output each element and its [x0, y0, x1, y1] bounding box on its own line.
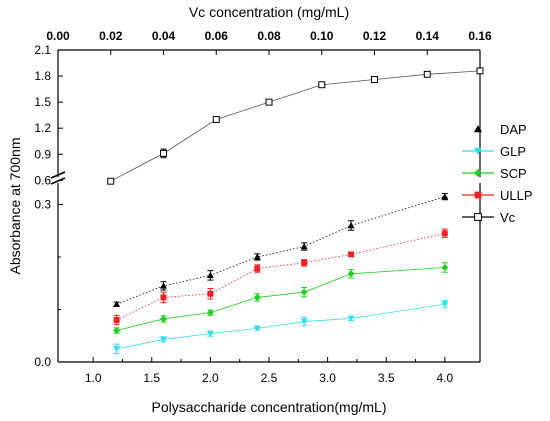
series-line-vc: [110, 70, 481, 182]
x-top-tick-label: 0.14: [416, 29, 440, 43]
legend-item-ullp: ULLP: [462, 188, 533, 203]
legend-item-glp: GLP: [462, 144, 526, 159]
x-top-tick-label: 0.16: [468, 29, 492, 43]
y-axis-title: Absorbance at 700nm: [7, 138, 23, 275]
x-top-tick-label: 0.00: [46, 29, 70, 43]
legend-marker-scp: [474, 169, 482, 177]
legend-marker-dap: [474, 125, 482, 133]
x-top-tick-label: 0.02: [99, 29, 123, 43]
legend-item-scp: SCP: [462, 166, 527, 181]
axis-break-mark-lower: [50, 177, 66, 185]
x-axis-title-bottom: Polysaccharide concentration(mg/mL): [152, 399, 387, 415]
data-point-dap: [160, 282, 167, 289]
data-point-dap: [113, 300, 121, 308]
x-top-tick-label: 0.08: [257, 29, 281, 43]
data-point-glp: [160, 336, 167, 343]
y-upper-tick-label: 1.5: [34, 95, 51, 109]
series-glp: [113, 300, 449, 355]
y-lower-tick-label: 0.0: [34, 355, 51, 369]
data-point-ullp: [207, 290, 214, 297]
data-point-scp: [253, 293, 261, 301]
series-dap: [113, 192, 449, 308]
data-point-glp: [347, 315, 355, 322]
x-bottom-tick-label: 3.0: [319, 371, 336, 385]
legend-label-scp: SCP: [500, 166, 527, 181]
data-point-ullp: [254, 265, 261, 272]
x-top-tick-label: 0.06: [205, 29, 229, 43]
series-vc: [107, 67, 484, 185]
data-point-ullp: [441, 230, 448, 237]
data-point-ullp: [113, 317, 120, 323]
legend: DAP GLP SCP ULLP Vc: [462, 122, 533, 225]
legend-marker-ullp: [474, 191, 482, 199]
legend-label-glp: GLP: [500, 144, 526, 159]
data-point-vc: [212, 116, 220, 123]
x-axis-title-top: Vc concentration (mg/mL): [189, 4, 349, 20]
data-point-dap: [253, 253, 261, 260]
x-bottom-tick-label: 3.5: [378, 371, 395, 385]
legend-item-vc: Vc: [462, 210, 516, 225]
data-point-scp: [441, 264, 449, 271]
x-bottom-tick-label: 1.5: [143, 371, 160, 385]
series-scp: [113, 262, 449, 334]
x-bottom-tick-label: 2.5: [261, 371, 278, 385]
x-bottom-tick-label: 2.0: [202, 371, 219, 385]
data-point-glp: [253, 325, 261, 332]
data-point-vc: [318, 81, 326, 89]
data-point-vc: [371, 76, 378, 84]
series-line-ullp: [116, 232, 445, 321]
data-point-ullp: [301, 259, 308, 266]
data-point-glp: [300, 318, 308, 326]
x-bottom-tick-label: 1.0: [85, 371, 102, 385]
data-point-scp: [300, 288, 308, 296]
data-point-glp: [441, 301, 449, 308]
axis-break-mark-upper: [50, 171, 66, 179]
y-upper-tick-label: 2.1: [34, 43, 51, 57]
legend-label-vc: Vc: [500, 210, 516, 225]
plot-series: [107, 67, 484, 355]
data-point-vc: [265, 98, 273, 106]
data-point-glp: [113, 346, 121, 353]
series-ullp: [113, 228, 448, 326]
y-upper-tick-label: 1.8: [34, 69, 51, 83]
data-point-dap: [206, 271, 214, 279]
data-point-vc: [423, 70, 431, 78]
data-point-ullp: [348, 251, 355, 258]
x-top-tick-label: 0.12: [363, 29, 387, 43]
legend-label-dap: DAP: [500, 122, 527, 137]
y-lower-tick-label: 0.3: [34, 198, 51, 212]
legend-marker-vc: [474, 213, 482, 221]
data-point-vc: [160, 149, 167, 157]
y-upper-tick-label: 1.2: [34, 121, 51, 135]
data-point-dap: [441, 193, 449, 200]
legend-label-ullp: ULLP: [500, 188, 533, 203]
data-point-ullp: [160, 294, 167, 301]
legend-marker-glp: [474, 147, 482, 155]
legend-item-dap: DAP: [474, 122, 527, 137]
data-point-scp: [160, 315, 167, 323]
data-point-scp: [206, 309, 214, 317]
x-bottom-tick-label: 4.0: [436, 371, 453, 385]
data-point-dap: [347, 222, 355, 229]
bottom-axis-ticks: 1.0 1.5 2.0 2.5 3.0 3.5 4.0: [85, 357, 453, 385]
data-point-vc: [107, 177, 115, 185]
x-top-tick-label: 0.04: [152, 29, 176, 43]
x-top-tick-label: 0.10: [310, 29, 334, 43]
data-point-scp: [113, 327, 121, 334]
left-axis-ticks: 0.0 0.3 0.6 0.9 1.2 1.5 1.8 2.1: [34, 43, 63, 369]
data-point-glp: [206, 330, 214, 338]
data-point-vc: [476, 67, 484, 75]
data-point-dap: [300, 243, 308, 250]
data-point-scp: [347, 270, 355, 278]
y-upper-tick-label: 0.6: [34, 173, 51, 187]
top-axis-ticks: 0.00 0.02 0.04 0.06 0.08 0.10 0.12 0.14 0.16: [46, 29, 492, 55]
y-upper-tick-label: 0.9: [34, 147, 51, 161]
